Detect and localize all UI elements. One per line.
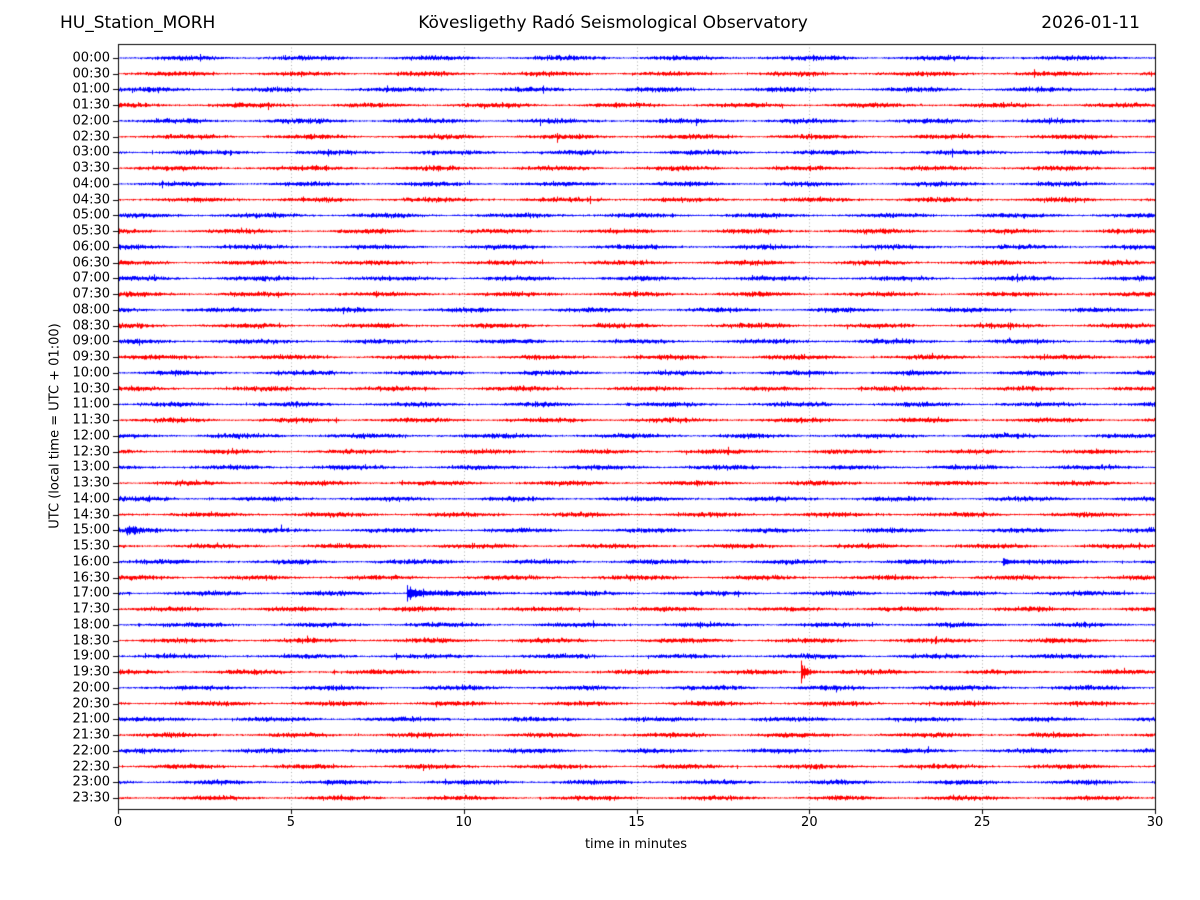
y-tick-label: 00:30 [72,66,110,82]
y-tick-label: 17:00 [72,585,110,601]
observatory-title: Kövesligethy Radó Seismological Observat… [418,13,808,33]
y-tick-label: 18:00 [72,617,110,633]
y-tick-label: 10:30 [72,381,110,397]
y-tick-label: 20:00 [72,680,110,696]
y-tick-label: 12:30 [72,444,110,460]
y-tick-label: 08:30 [72,318,110,334]
y-tick-label: 11:00 [72,396,110,412]
y-tick-label: 17:30 [72,601,110,617]
x-axis-label: time in minutes [584,837,688,852]
y-tick-label: 23:00 [72,774,110,790]
x-tick-label: 5 [286,815,295,830]
y-tick-label: 02:30 [72,129,110,145]
y-tick-label: 16:30 [72,570,110,586]
y-tick-label: 09:30 [72,349,110,365]
x-tick-label: 0 [113,815,123,830]
y-tick-label: 06:00 [72,239,110,255]
y-tick-label: 04:00 [72,176,110,192]
x-tick-label: 10 [455,815,472,830]
y-tick-label: 05:30 [72,223,110,239]
y-tick-label: 22:30 [72,759,110,774]
y-tick-label: 01:30 [72,97,110,113]
station-title: HU_Station_MORH [60,13,216,33]
y-tick-label: 09:00 [72,333,110,349]
x-tick-label: 30 [1146,815,1164,830]
y-tick-label: 15:30 [72,538,110,554]
x-tick-label: 20 [801,815,818,830]
y-tick-label: 03:00 [72,144,110,160]
x-tick-label: 25 [973,815,991,830]
y-tick-label: 21:30 [72,727,110,743]
y-tick-label: 19:00 [72,648,110,664]
y-tick-label: 21:00 [72,711,110,727]
y-tick-label: 14:00 [72,491,110,507]
y-tick-label: 01:00 [72,81,110,97]
date-title: 2026-01-11 [1041,13,1140,33]
y-tick-label: 14:30 [72,507,110,523]
y-tick-label: 22:00 [72,743,110,759]
y-tick-label: 07:00 [72,270,110,286]
y-tick-label: 16:00 [72,554,110,570]
y-tick-label: 12:00 [72,428,110,444]
y-axis-label: UTC (local time = UTC + 01:00) [47,323,63,529]
y-tick-label: 03:30 [72,160,110,176]
y-tick-label: 07:30 [72,286,110,302]
y-tick-label: 20:30 [72,696,110,712]
y-tick-label: 00:00 [72,50,110,66]
x-tick-label: 15 [628,815,645,830]
y-tick-label: 13:30 [72,475,110,491]
y-tick-label: 15:00 [72,522,110,538]
y-tick-label: 02:00 [72,113,110,129]
y-tick-label: 19:30 [72,664,110,680]
y-tick-label: 06:30 [72,255,110,271]
y-tick-label: 08:00 [72,302,110,318]
y-tick-label: 11:30 [72,412,110,428]
y-tick-label: 23:30 [72,790,110,806]
y-tick-label: 18:30 [72,633,110,649]
y-tick-label: 05:00 [72,207,110,223]
y-tick-label: 04:30 [72,192,110,208]
y-tick-label: 13:00 [72,459,110,475]
y-tick-label: 10:00 [72,365,110,381]
